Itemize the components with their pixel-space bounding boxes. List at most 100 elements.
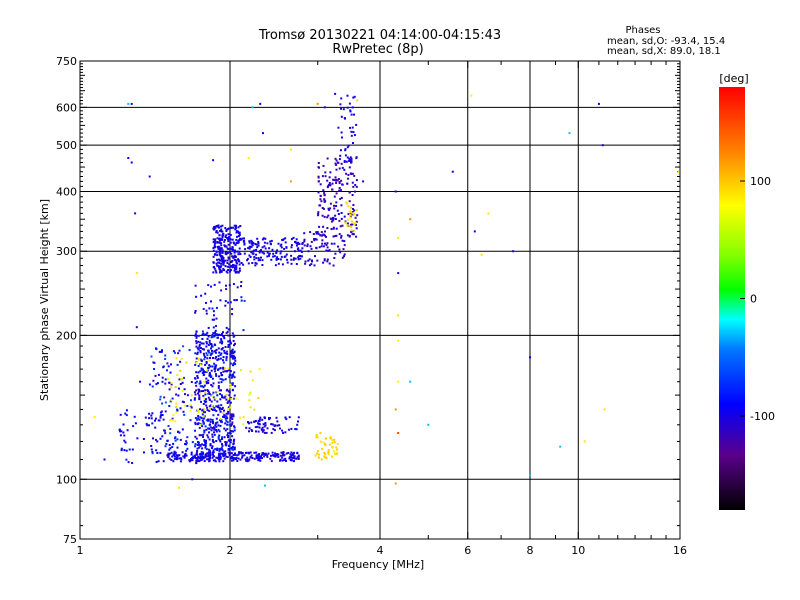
- data-point: [240, 262, 243, 264]
- data-point: [329, 171, 332, 174]
- data-point: [150, 417, 153, 420]
- data-point: [253, 457, 256, 460]
- data-point: [297, 454, 300, 457]
- data-point: [220, 352, 223, 355]
- data-point: [275, 251, 278, 253]
- data-point: [279, 252, 282, 255]
- data-point: [186, 447, 189, 450]
- data-point: [257, 456, 260, 459]
- data-point: [183, 376, 185, 379]
- data-point: [318, 225, 321, 228]
- data-point: [156, 452, 159, 454]
- data-point: [251, 241, 254, 243]
- data-point: [255, 257, 258, 260]
- data-point: [397, 236, 400, 239]
- data-point: [231, 357, 234, 360]
- data-point: [202, 415, 205, 418]
- data-point: [214, 269, 217, 272]
- data-point: [355, 185, 358, 188]
- data-point: [257, 430, 260, 433]
- data-point: [210, 400, 213, 403]
- data-point: [205, 380, 208, 383]
- data-point: [155, 383, 158, 386]
- data-point: [195, 462, 198, 465]
- data-point: [225, 419, 228, 422]
- data-point: [211, 427, 214, 430]
- data-point: [321, 239, 324, 242]
- data-point: [319, 234, 322, 237]
- data-point: [198, 357, 200, 360]
- data-point: [276, 424, 279, 427]
- data-point: [212, 159, 215, 162]
- data-point: [330, 220, 333, 223]
- data-point: [295, 263, 298, 265]
- data-point: [243, 243, 246, 246]
- data-point: [257, 259, 260, 262]
- data-point: [221, 230, 224, 233]
- data-point: [323, 198, 326, 201]
- data-point: [203, 358, 206, 361]
- data-point: [186, 405, 189, 407]
- data-point: [327, 450, 330, 453]
- data-point: [204, 446, 207, 449]
- data-point: [202, 403, 205, 405]
- data-point: [212, 271, 215, 274]
- data-point: [217, 347, 220, 350]
- data-point: [214, 349, 217, 352]
- data-point: [243, 239, 246, 242]
- data-point: [213, 409, 216, 412]
- data-point: [211, 404, 214, 407]
- data-point: [211, 385, 214, 388]
- data-point: [241, 456, 244, 459]
- data-point: [208, 398, 211, 401]
- data-point: [222, 370, 225, 373]
- data-point: [323, 455, 326, 458]
- data-point: [159, 437, 162, 440]
- data-point: [225, 359, 228, 362]
- data-point: [207, 326, 210, 329]
- data-point: [350, 230, 353, 233]
- data-point: [206, 458, 209, 461]
- data-point: [170, 381, 173, 384]
- data-point: [355, 220, 358, 223]
- data-point: [223, 269, 225, 272]
- data-point: [170, 363, 172, 366]
- data-point: [253, 420, 256, 423]
- data-point: [220, 265, 223, 268]
- data-point: [232, 454, 235, 456]
- data-point: [314, 454, 317, 457]
- data-point: [257, 257, 260, 260]
- x-tick-label: 2: [227, 544, 234, 557]
- data-point: [217, 436, 220, 439]
- data-point: [194, 421, 197, 424]
- data-point: [160, 414, 163, 417]
- data-point: [209, 418, 212, 421]
- data-point: [206, 337, 209, 340]
- data-point: [170, 399, 173, 402]
- data-point: [355, 179, 358, 182]
- data-point: [230, 352, 233, 355]
- data-point: [251, 244, 254, 247]
- data-point: [223, 414, 226, 417]
- data-point: [240, 281, 243, 283]
- data-point: [280, 243, 283, 246]
- data-point: [178, 387, 180, 390]
- data-point: [168, 388, 171, 391]
- data-point: [213, 398, 216, 401]
- data-point: [227, 412, 230, 415]
- data-point: [236, 262, 238, 265]
- data-point: [220, 374, 223, 377]
- data-point: [162, 460, 165, 463]
- data-point: [264, 424, 267, 427]
- data-point: [217, 336, 219, 339]
- data-point: [232, 374, 235, 377]
- data-point: [214, 448, 217, 450]
- data-point: [340, 162, 343, 165]
- data-point: [175, 411, 178, 414]
- data-point: [220, 225, 222, 228]
- data-point: [323, 259, 326, 262]
- data-point: [169, 400, 172, 403]
- data-point: [350, 206, 352, 209]
- data-point: [243, 299, 246, 302]
